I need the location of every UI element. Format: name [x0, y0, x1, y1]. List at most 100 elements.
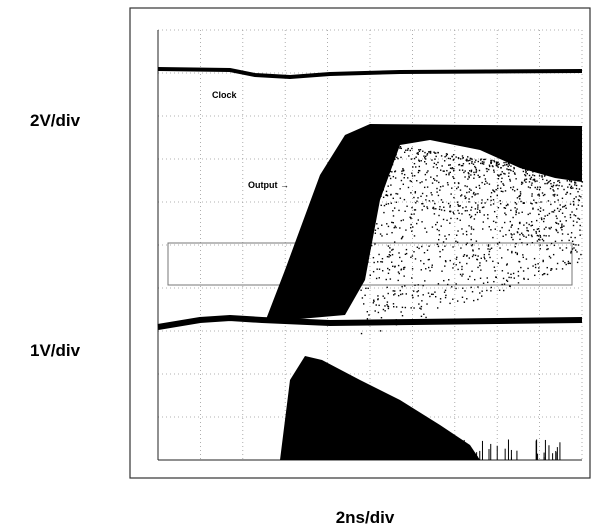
noise-dot — [535, 230, 537, 233]
noise-dot — [429, 151, 431, 153]
noise-dot — [445, 153, 448, 155]
noise-dot — [483, 256, 485, 258]
noise-dot — [432, 206, 435, 209]
noise-dot — [393, 241, 396, 243]
noise-dot — [387, 307, 390, 310]
noise-dot — [426, 171, 428, 174]
noise-dot — [545, 169, 548, 172]
noise-dot — [391, 261, 393, 263]
noise-dot — [516, 208, 518, 210]
noise-dot — [386, 303, 388, 306]
noise-dot — [392, 155, 395, 157]
noise-dot — [373, 300, 375, 303]
noise-dot — [486, 168, 488, 170]
noise-dot — [567, 233, 569, 236]
noise-dot — [577, 190, 579, 193]
noise-dot — [378, 143, 380, 145]
noise-dot — [479, 211, 481, 213]
noise-dot — [378, 304, 380, 307]
noise-dot — [449, 204, 452, 207]
noise-dot — [517, 270, 520, 273]
noise-dot — [384, 158, 386, 160]
noise-dot — [375, 277, 378, 280]
noise-dot — [404, 285, 406, 287]
noise-dot — [361, 154, 363, 157]
noise-dot — [465, 159, 467, 161]
noise-dot — [435, 152, 437, 154]
noise-dot — [431, 266, 433, 268]
noise-dot — [476, 258, 478, 261]
noise-dot — [492, 236, 494, 239]
noise-dot — [374, 149, 377, 151]
noise-dot — [439, 301, 442, 303]
noise-dot — [521, 232, 523, 234]
noise-dot — [573, 247, 575, 249]
noise-dot — [539, 248, 541, 250]
noise-dot — [514, 163, 516, 165]
noise-dot — [401, 170, 403, 172]
noise-dot — [366, 205, 368, 207]
noise-dot — [403, 275, 405, 277]
noise-dot — [380, 261, 382, 263]
noise-dot — [387, 175, 389, 177]
noise-dot — [545, 168, 547, 171]
noise-dot — [382, 189, 385, 191]
noise-dot — [508, 276, 510, 279]
noise-dot — [497, 262, 499, 264]
noise-dot — [443, 170, 445, 172]
noise-dot — [380, 317, 383, 319]
noise-dot — [561, 177, 563, 180]
noise-dot — [405, 149, 407, 151]
noise-dot — [387, 225, 390, 228]
noise-dot — [379, 330, 382, 332]
noise-dot — [530, 184, 533, 186]
noise-dot — [523, 202, 525, 204]
noise-dot — [493, 169, 495, 171]
noise-dot — [449, 222, 451, 224]
noise-dot — [382, 177, 384, 180]
noise-dot — [388, 254, 391, 256]
noise-dot — [488, 253, 490, 256]
noise-dot — [473, 218, 476, 220]
noise-dot — [481, 290, 483, 292]
noise-dot — [365, 220, 367, 222]
noise-dot — [566, 191, 569, 194]
noise-dot — [475, 193, 477, 195]
noise-dot — [458, 212, 460, 215]
noise-dot — [546, 170, 549, 172]
noise-dot — [530, 225, 532, 227]
noise-dot — [504, 212, 506, 214]
noise-dot — [511, 224, 513, 226]
noise-dot — [461, 155, 464, 157]
noise-dot — [575, 177, 577, 179]
noise-dot — [512, 170, 514, 173]
noise-dot — [482, 163, 485, 165]
noise-dot — [391, 163, 394, 166]
noise-dot — [386, 166, 388, 169]
noise-dot — [434, 296, 437, 298]
noise-dot — [468, 214, 471, 216]
noise-dot — [405, 293, 408, 295]
noise-dot — [533, 178, 536, 181]
noise-dot — [452, 159, 455, 161]
noise-dot — [456, 217, 459, 220]
noise-dot — [548, 212, 551, 215]
noise-dot — [564, 261, 566, 264]
noise-dot — [401, 293, 404, 295]
noise-dot — [390, 202, 393, 204]
noise-dot — [452, 170, 455, 172]
noise-dot — [423, 186, 426, 189]
noise-dot — [362, 276, 364, 278]
noise-dot — [420, 305, 423, 308]
noise-dot — [546, 168, 548, 170]
noise-dot — [527, 267, 529, 270]
noise-dot — [488, 164, 491, 166]
noise-dot — [471, 196, 473, 198]
noise-dot — [452, 211, 454, 213]
noise-dot — [400, 147, 402, 150]
noise-dot — [438, 214, 440, 217]
noise-dot — [459, 158, 462, 160]
noise-dot — [463, 171, 465, 174]
noise-dot — [522, 167, 524, 170]
noise-dot — [536, 180, 538, 182]
